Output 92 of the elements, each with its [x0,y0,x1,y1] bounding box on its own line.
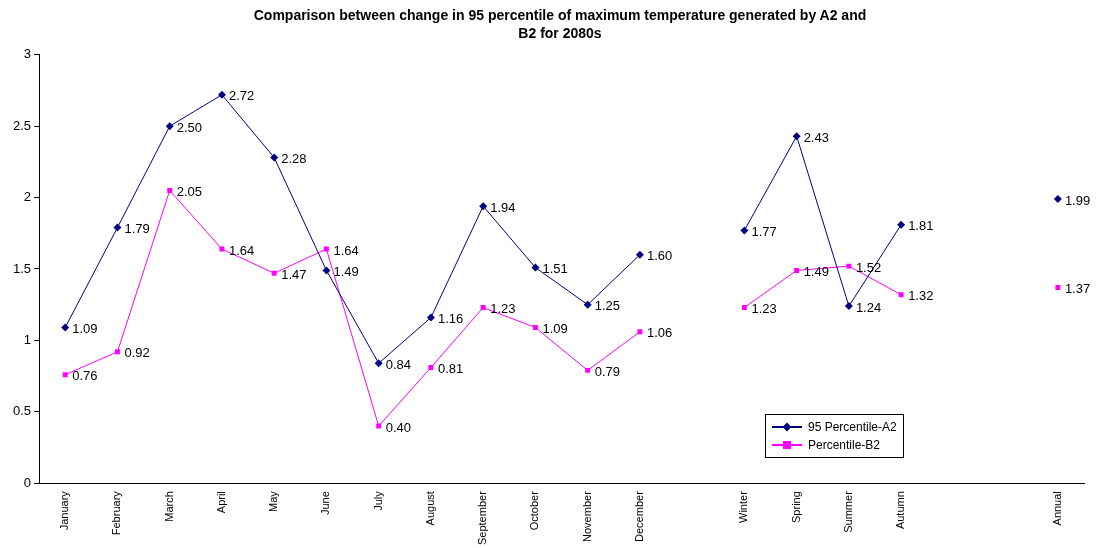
x-tick-label: June [319,491,332,516]
data-label: 1.52 [855,259,882,275]
point [322,266,331,275]
data-label: 2.28 [281,151,307,167]
point [114,349,120,355]
point [62,372,68,378]
x-tick-label: August [423,491,436,526]
data-label: 1.99 [1064,192,1091,208]
point [270,153,279,162]
x-tick-label: Annual [1050,491,1063,526]
point [585,367,591,373]
y-tick-label: 3 [23,46,32,62]
point [113,223,122,232]
point [583,300,592,309]
point [479,202,488,211]
point [635,250,644,259]
x-tick-label: July [371,490,384,511]
data-label: 1.94 [490,199,516,215]
data-label: 0.81 [437,361,464,377]
data-label: 0.92 [124,345,150,361]
data-label: 1.79 [124,221,150,237]
point [741,305,747,311]
data-label: 1.23 [751,301,777,317]
point [637,329,643,335]
data-label: 1.09 [542,321,568,337]
chart-title: Comparison between change in 95 percentile of maximum temperature generated by A2 and B2 for 2080s [252,6,868,42]
data-label: 2.72 [228,88,255,104]
x-tick-label: December [632,490,645,542]
x-tick-label: April [214,491,227,514]
data-label: 1.81 [908,218,934,234]
x-tick-label: Spring [789,491,802,523]
point [532,325,538,331]
data-label: 1.25 [594,298,620,314]
data-label: 1.60 [646,248,673,264]
point [531,263,540,272]
point [271,270,277,276]
y-tick-label: 1 [23,331,32,347]
data-label: 1.51 [542,261,568,277]
x-tick-label: September [476,490,489,545]
point [61,323,70,332]
data-label: 0.76 [72,368,98,384]
point [217,90,226,99]
point [167,187,173,193]
point [428,365,434,370]
y-tick-label: 0 [23,474,32,490]
x-tick-label: Autumn [894,491,907,530]
point [376,423,382,429]
data-label: 1.23 [490,301,516,317]
x-tick-label: May [267,490,280,512]
data-label: 0.79 [594,363,620,379]
data-label: 2.50 [176,119,202,135]
x-tick-label: October [528,490,541,531]
data-label: 1.24 [855,299,882,315]
point [1053,195,1062,204]
data-label: 0.84 [385,356,411,372]
data-label: 2.43 [803,129,829,145]
data-label: 1.49 [333,264,359,279]
y-tick-label: 1.5 [12,260,32,276]
data-label: 1.77 [751,224,777,240]
data-label: 2.05 [176,184,202,200]
legend-label: 95 Percentile-A2 [808,420,897,434]
data-label: 1.64 [228,242,255,258]
y-tick-label: 2.5 [12,117,32,133]
point [740,226,749,235]
data-label: 1.09 [72,321,98,337]
data-label: 1.32 [908,288,934,304]
point [844,302,853,311]
point [792,132,801,141]
x-tick-label: March [162,491,175,522]
point [374,359,383,368]
x-tick-label: Summer [841,490,854,533]
data-label: 0.40 [385,419,411,435]
data-label: 1.06 [646,325,673,341]
x-tick-label: January [58,490,71,531]
point [846,263,852,269]
x-tick-label: Winter [737,490,750,523]
legend-label: Percentile-B2 [808,438,881,452]
point [165,122,174,131]
x-tick-label: November [580,490,593,542]
y-tick-label: 0.5 [12,403,32,419]
point [1055,285,1061,291]
data-label: 1.64 [333,242,359,258]
data-label: 1.16 [437,311,464,327]
point [426,313,435,322]
data-label: 1.47 [281,266,307,282]
y-tick-label: 2 [23,189,32,205]
x-tick-label: February [110,490,123,536]
point [897,220,906,229]
point [794,267,800,273]
data-label: 1.37 [1064,281,1091,297]
point [898,292,904,298]
point [480,305,486,311]
